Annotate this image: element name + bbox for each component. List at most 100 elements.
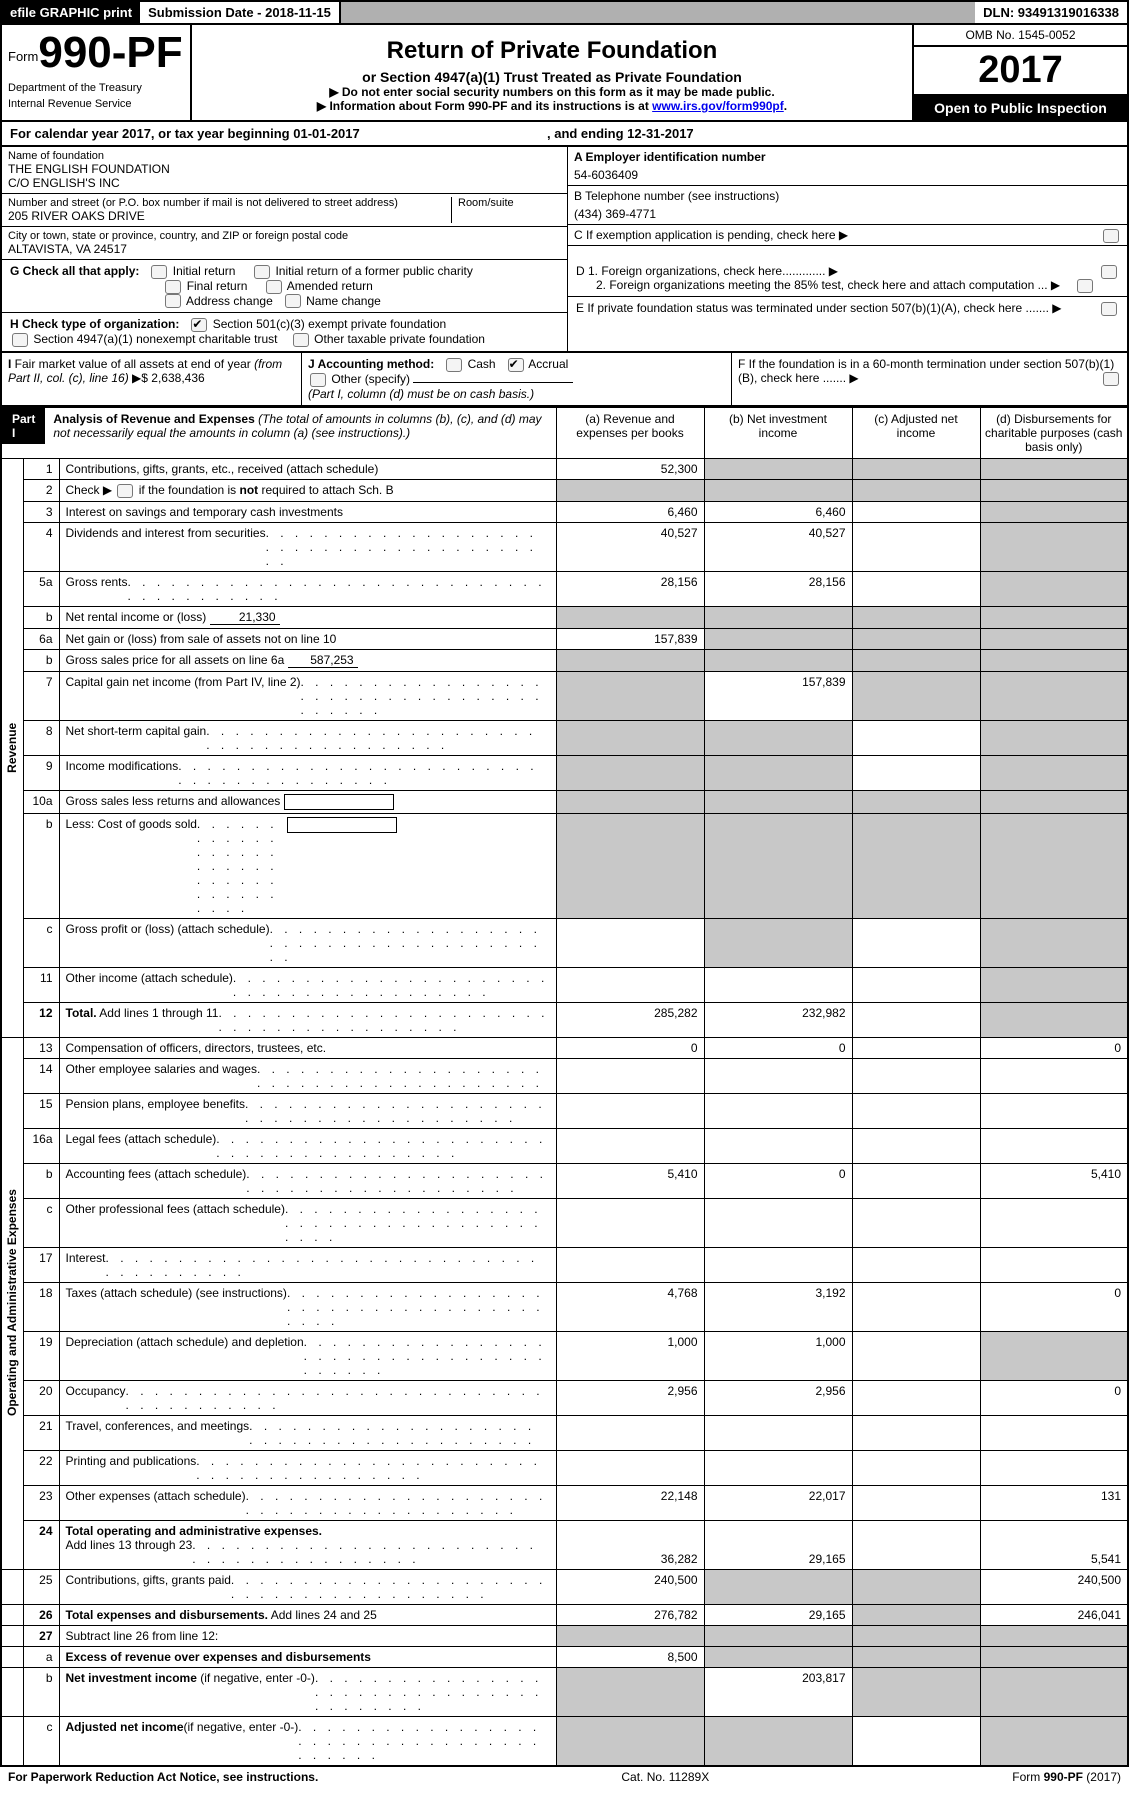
part-i-table: Part I Analysis of Revenue and Expenses …: [0, 407, 1129, 1767]
name-label: Name of foundation: [8, 150, 561, 162]
r27b-desc: Net investment income (if negative, ente…: [59, 1667, 556, 1716]
f-checkbox[interactable]: [1103, 372, 1119, 386]
g-final-return-cb[interactable]: [165, 280, 181, 294]
j-accrual-cb[interactable]: [508, 358, 524, 372]
form-prefix-text: Form: [8, 49, 38, 64]
r7-num: 7: [23, 671, 59, 720]
r25-desc: Contributions, gifts, grants paid: [59, 1569, 556, 1604]
h-4947-cb[interactable]: [12, 333, 28, 347]
h-501c3-cb[interactable]: [191, 318, 207, 332]
g-name-change-cb[interactable]: [285, 294, 301, 308]
r19-txt: Depreciation (attach schedule) and deple…: [66, 1335, 304, 1377]
form-instructions-link[interactable]: www.irs.gov/form990pf: [652, 99, 784, 113]
r26-txt: Add lines 24 and 25: [268, 1608, 377, 1622]
r18-desc: Taxes (attach schedule) (see instruction…: [59, 1282, 556, 1331]
row-15: 15Pension plans, employee benefits: [1, 1093, 1128, 1128]
r7-b: 157,839: [704, 671, 852, 720]
r20-b: 2,956: [704, 1380, 852, 1415]
j-cash-cb[interactable]: [446, 358, 462, 372]
form-number-text: 990-PF: [38, 28, 182, 77]
r5b-txt: Net rental income or (loss): [66, 610, 207, 624]
part-i-header-row: Part I Analysis of Revenue and Expenses …: [1, 407, 1128, 458]
r2-bold: not: [240, 483, 259, 497]
r27-num: 27: [23, 1625, 59, 1646]
j-label: J Accounting method:: [308, 357, 434, 371]
d2-checkbox[interactable]: [1077, 279, 1093, 293]
row-27c: cAdjusted net income(if negative, enter …: [1, 1716, 1128, 1766]
r5a-a: 28,156: [556, 571, 704, 606]
e-row: E If private foundation status was termi…: [568, 297, 1127, 319]
efile-label: efile GRAPHIC print: [2, 2, 140, 23]
r12-num: 12: [23, 1002, 59, 1037]
footer-right-post: (2017): [1083, 1770, 1121, 1784]
form-header: Form990-PF Department of the Treasury In…: [0, 25, 1129, 122]
r27b-num: b: [23, 1667, 59, 1716]
phone-cell: B Telephone number (see instructions) (4…: [568, 186, 1127, 225]
f-cell: F If the foundation is in a 60-month ter…: [732, 353, 1127, 405]
r5b-desc: Net rental income or (loss) 21,330: [59, 606, 556, 628]
r18-b: 3,192: [704, 1282, 852, 1331]
r3-a: 6,460: [556, 501, 704, 522]
footer-right: Form 990-PF (2017): [1012, 1770, 1121, 1784]
g-row: G Check all that apply: Initial return I…: [2, 260, 567, 313]
street-address: 205 RIVER OAKS DRIVE: [8, 209, 451, 223]
c-label: C If exemption application is pending, c…: [574, 228, 848, 242]
row-1-d: [980, 458, 1128, 479]
r14-txt: Other employee salaries and wages: [66, 1062, 257, 1090]
h-row: H Check type of organization: Section 50…: [2, 313, 567, 351]
d1-checkbox[interactable]: [1101, 265, 1117, 279]
j-cell: J Accounting method: Cash Accrual Other …: [302, 353, 732, 405]
footer-left: For Paperwork Reduction Act Notice, see …: [8, 1770, 318, 1784]
r26-desc: Total expenses and disbursements. Add li…: [59, 1604, 556, 1625]
c-checkbox[interactable]: [1103, 229, 1119, 243]
f-label: F If the foundation is in a 60-month ter…: [738, 357, 1114, 385]
row-16b: bAccounting fees (attach schedule)5,4100…: [1, 1163, 1128, 1198]
r8-desc: Net short-term capital gain: [59, 720, 556, 755]
r10a-txt: Gross sales less returns and allowances: [66, 794, 281, 808]
foundation-name-cell: Name of foundation THE ENGLISH FOUNDATIO…: [2, 147, 567, 194]
r6b-num: b: [23, 649, 59, 671]
row-10a: 10aGross sales less returns and allowanc…: [1, 790, 1128, 813]
row-27a: aExcess of revenue over expenses and dis…: [1, 1646, 1128, 1667]
r16b-b: 0: [704, 1163, 852, 1198]
r13-b: 0: [704, 1037, 852, 1058]
r19-b: 1,000: [704, 1331, 852, 1380]
r5a-desc: Gross rents: [59, 571, 556, 606]
r19-a: 1,000: [556, 1331, 704, 1380]
g-address-change-cb[interactable]: [165, 294, 181, 308]
row-1-desc: Contributions, gifts, grants, etc., rece…: [59, 458, 556, 479]
g-initial-return-cb[interactable]: [151, 265, 167, 279]
row-14: 14Other employee salaries and wages: [1, 1058, 1128, 1093]
row-3: 3Interest on savings and temporary cash …: [1, 501, 1128, 522]
footer-right-bold: 990-PF: [1044, 1770, 1083, 1784]
r2-checkbox[interactable]: [117, 484, 133, 498]
r20-desc: Occupancy: [59, 1380, 556, 1415]
form-subline-2: ▶ Information about Form 990-PF and its …: [198, 99, 906, 113]
r10c-num: c: [23, 918, 59, 967]
e-checkbox[interactable]: [1101, 302, 1117, 316]
calendar-year-line: For calendar year 2017, or tax year begi…: [0, 122, 1129, 147]
j-other-cb[interactable]: [310, 373, 326, 387]
r9-num: 9: [23, 755, 59, 790]
col-d-header: (d) Disbursements for charitable purpose…: [980, 407, 1128, 458]
row-12: 12Total. Add lines 1 through 11285,28223…: [1, 1002, 1128, 1037]
r27c-txt: (if negative, enter -0-): [184, 1720, 299, 1734]
i-value: 2,638,436: [148, 371, 205, 385]
h-other-cb[interactable]: [293, 333, 309, 347]
g-amended-cb[interactable]: [266, 280, 282, 294]
row-10c: cGross profit or (loss) (attach schedule…: [1, 918, 1128, 967]
r4-num: 4: [23, 522, 59, 571]
revenue-side-label: Revenue: [1, 458, 23, 1037]
r16b-desc: Accounting fees (attach schedule): [59, 1163, 556, 1198]
row-1-b: [704, 458, 852, 479]
identity-right: A Employer identification number 54-6036…: [567, 147, 1127, 260]
r16a-txt: Legal fees (attach schedule): [66, 1132, 217, 1160]
h-4947: Section 4947(a)(1) nonexempt charitable …: [33, 332, 277, 346]
row-11: 11Other income (attach schedule): [1, 967, 1128, 1002]
calyear-end: 12-31-2017: [627, 126, 694, 141]
g-initial-public-cb[interactable]: [254, 265, 270, 279]
r27c-bold: Adjusted net income: [66, 1720, 184, 1734]
r26-d: 246,041: [980, 1604, 1128, 1625]
col-c-header: (c) Adjusted net income: [852, 407, 980, 458]
r13-a: 0: [556, 1037, 704, 1058]
